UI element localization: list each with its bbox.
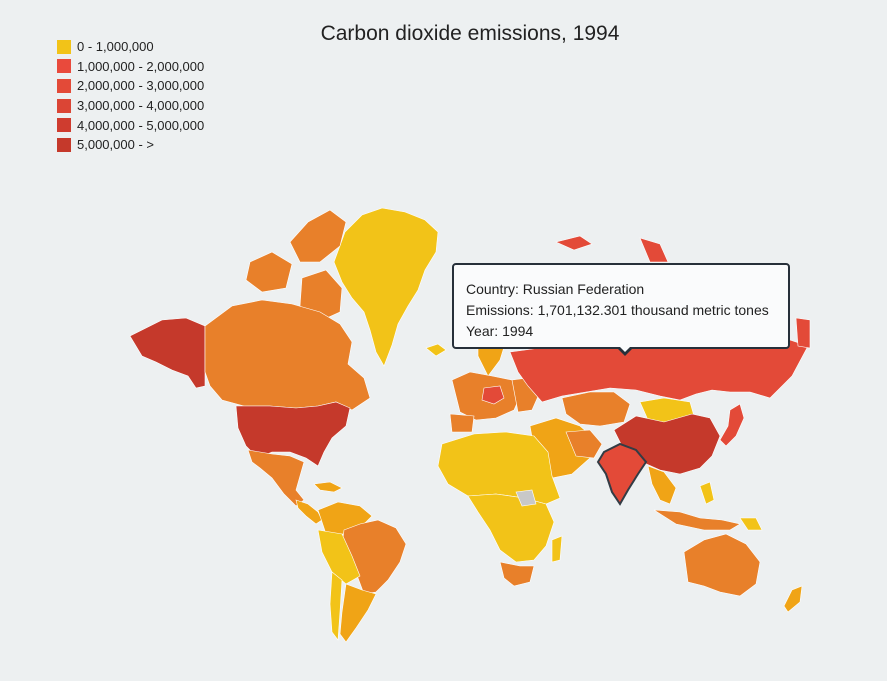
tooltip-year: Year: 1994 (466, 323, 534, 339)
country-tooltip: Country: Russian Federation Emissions: 1… (452, 263, 790, 349)
legend-item-1[interactable]: 1,000,000 - 2,000,000 (57, 57, 204, 77)
country-australia[interactable] (683, 533, 761, 597)
country-germany[interactable] (481, 385, 505, 405)
legend-label: 2,000,000 - 3,000,000 (77, 78, 205, 94)
tooltip-arrow-inner (620, 347, 630, 352)
region-philippines[interactable] (699, 481, 715, 505)
country-papua-new-guinea[interactable] (739, 517, 763, 531)
country-alaska[interactable] (129, 317, 206, 389)
tooltip-country: Country: Russian Federation (466, 281, 645, 297)
country-chile[interactable] (329, 571, 343, 641)
legend-label: 0 - 1,000,000 (77, 39, 154, 55)
legend-item-2[interactable]: 2,000,000 - 3,000,000 (57, 76, 204, 96)
legend-item-0[interactable]: 0 - 1,000,000 (57, 37, 204, 57)
country-japan[interactable] (719, 403, 745, 447)
legend-swatch (57, 98, 71, 113)
legend-label: 5,000,000 - > (77, 137, 154, 153)
country-iceland[interactable] (425, 343, 447, 357)
country-iran[interactable] (565, 429, 603, 459)
legend-label: 3,000,000 - 4,000,000 (77, 98, 205, 114)
country-india[interactable] (596, 442, 648, 506)
legend-swatch (57, 59, 71, 74)
legend-item-3[interactable]: 3,000,000 - 4,000,000 (57, 96, 204, 116)
map-title: Carbon dioxide emissions, 1994 (320, 22, 620, 45)
country-south-africa[interactable] (499, 561, 535, 587)
region-indonesia[interactable] (653, 509, 741, 531)
legend-swatch (57, 39, 71, 54)
region-peru-bolivia[interactable] (317, 529, 361, 585)
country-mexico[interactable] (247, 449, 305, 507)
legend-swatch (57, 78, 71, 93)
region-horn-of-africa-no-data[interactable] (515, 489, 537, 507)
country-kazakhstan[interactable] (561, 391, 631, 427)
legend-item-5[interactable]: 5,000,000 - > (57, 135, 204, 155)
tooltip-arrow (618, 349, 632, 356)
region-southeast-asia[interactable] (647, 465, 677, 505)
legend-label: 1,000,000 - 2,000,000 (77, 58, 205, 74)
country-madagascar[interactable] (551, 535, 563, 563)
region-iberia[interactable] (449, 413, 475, 433)
legend-swatch (57, 118, 71, 133)
region-caribbean[interactable] (313, 481, 343, 493)
country-argentina[interactable] (339, 583, 377, 643)
legend-swatch (57, 137, 71, 152)
map-legend: 0 - 1,000,000 1,000,000 - 2,000,000 2,00… (57, 37, 204, 155)
legend-label: 4,000,000 - 5,000,000 (77, 117, 205, 133)
region-north-africa[interactable] (437, 431, 561, 505)
region-russia-north-islands[interactable] (555, 235, 811, 349)
country-canada[interactable] (204, 299, 371, 411)
country-russia[interactable] (509, 339, 809, 403)
country-greenland[interactable] (333, 207, 439, 367)
legend-item-4[interactable]: 4,000,000 - 5,000,000 (57, 115, 204, 135)
country-new-zealand[interactable] (783, 585, 803, 613)
tooltip-emissions: Emissions: 1,701,132.301 thousand metric… (466, 302, 769, 318)
region-central-africa[interactable] (467, 493, 555, 563)
region-central-america[interactable] (295, 499, 323, 525)
